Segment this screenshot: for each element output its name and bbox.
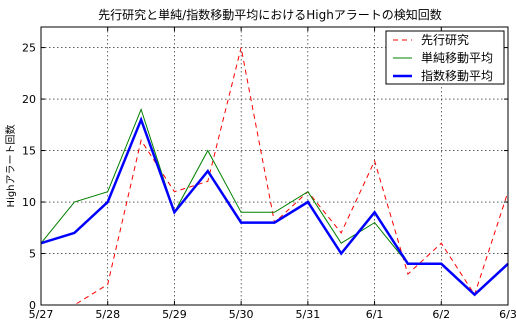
- x-tick-label: 5/29: [162, 308, 187, 321]
- axis-ticks: 5/27 5/28 5/29 5/30 5/31 6/1 6/2 6/3 0 5 10 15 20 25: [22, 27, 516, 321]
- series-line-1: [41, 47, 509, 306]
- x-tick-label: 5/30: [229, 308, 254, 321]
- x-tick-label: 6/1: [366, 308, 384, 321]
- x-tick-label: 5/27: [29, 308, 54, 321]
- x-tick-label: 5/31: [296, 308, 321, 321]
- y-tick-label: 25: [22, 42, 36, 55]
- series-lines: [40, 47, 509, 306]
- x-tick-label: 6/3: [499, 308, 516, 321]
- legend-label-1: 先行研究: [421, 32, 469, 47]
- x-tick-label: 6/2: [432, 308, 450, 321]
- y-axis-label: Highアラート回数: [4, 125, 17, 208]
- y-tick-label: 0: [29, 299, 36, 312]
- plot-frame: [40, 26, 509, 306]
- chart-title: 先行研究と単純/指数移動平均におけるHighアラートの検知回数: [98, 7, 442, 22]
- legend-label-2: 単純移動平均: [421, 51, 493, 65]
- y-tick-label: 20: [22, 93, 36, 106]
- y-tick-label: 5: [29, 248, 36, 261]
- x-tick-label: 5/28: [95, 308, 120, 321]
- y-tick-label: 15: [22, 145, 36, 158]
- series-line-3: [40, 116, 509, 297]
- y-tick-label: 10: [22, 196, 36, 209]
- legend-label-3: 指数移動平均: [421, 68, 493, 83]
